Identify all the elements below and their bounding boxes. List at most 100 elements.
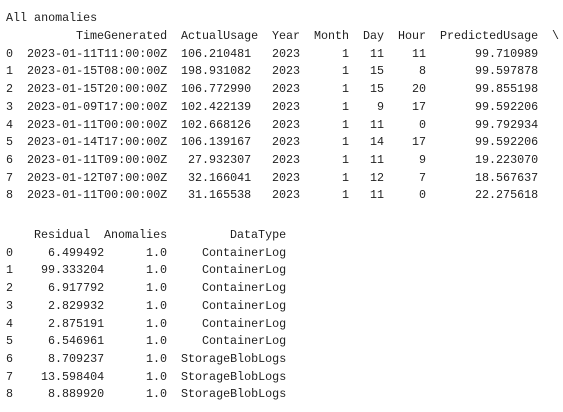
row-index: 0 [6,46,14,61]
cell-value: 15 [370,64,385,79]
cell-value: 1.0 [146,351,168,366]
cell-value: 1.0 [146,369,168,384]
cell-value: 1 [342,117,350,132]
cell-value: 1.0 [146,387,168,402]
cell-value: 2023 [272,117,301,132]
cell-value: 1.0 [146,334,168,349]
column-header: Anomalies [104,228,168,242]
cell-value: 106.210481 [181,46,252,61]
cell-value: 13.598404 [41,369,105,384]
cell-value: 2023 [272,99,301,114]
cell-value: 2023-01-11T09:00:00Z [27,152,168,167]
cell-value: 8 [419,64,427,79]
cell-value: 11 [370,117,385,132]
cell-value: StorageBlobLogs [181,351,287,366]
row-index: 2 [6,82,14,97]
cell-value: 18.567637 [475,170,539,185]
cell-value: 6.546961 [48,334,105,349]
row-index: 8 [6,188,14,203]
cell-value: 2.829932 [48,298,105,313]
row-index: 5 [6,334,14,349]
cell-value: 2023-01-09T17:00:00Z [27,99,168,114]
cell-value: 1.0 [146,298,168,313]
continuation-mark: \ [552,29,560,43]
cell-value: 1 [342,64,350,79]
cell-value: 17 [412,99,427,114]
cell-value: 8.889920 [48,387,105,402]
cell-value: 99.792934 [475,117,539,132]
cell-value: 8.709237 [48,351,105,366]
cell-value: 1 [342,46,350,61]
cell-value: 1.0 [146,245,168,260]
column-header: ActualUsage [181,29,259,43]
cell-value: 1 [342,170,350,185]
cell-value: 2023-01-11T00:00:00Z [27,188,168,203]
cell-value: 15 [370,82,385,97]
cell-value: 1 [342,82,350,97]
cell-value: 99.710989 [475,46,539,61]
column-header: Month [314,29,350,43]
cell-value: 12 [370,170,385,185]
cell-value: 6.499492 [48,245,105,260]
cell-value: 2023 [272,82,301,97]
cell-value: ContainerLog [202,334,287,349]
row-index: 7 [6,170,14,185]
cell-value: 1.0 [146,281,168,296]
column-header: Hour [398,29,427,43]
cell-value: 2023-01-14T17:00:00Z [27,135,168,150]
cell-value: 20 [412,82,427,97]
cell-value: 1 [342,135,350,150]
cell-value: 19.223070 [475,152,539,167]
cell-value: 11 [370,152,385,167]
output-title: All anomalies [6,11,98,25]
cell-value: 99.855198 [475,82,539,97]
cell-value: 6.917792 [48,281,105,296]
cell-value: ContainerLog [202,245,287,260]
cell-value: 2023-01-12T07:00:00Z [27,170,168,185]
row-index: 7 [6,369,14,384]
row-index: 5 [6,135,14,150]
cell-value: 2023 [272,64,301,79]
column-header: DataType [230,228,287,242]
cell-value: 0 [419,117,427,132]
cell-value: 7 [419,170,427,185]
cell-value: 99.592206 [475,99,539,114]
column-header: TimeGenerated [76,29,168,43]
cell-value: 1 [342,152,350,167]
cell-value: 31.165538 [188,188,252,203]
cell-value: 1 [342,99,350,114]
cell-value: 2023 [272,152,301,167]
cell-value: 11 [370,188,385,203]
cell-value: 9 [419,152,427,167]
cell-value: 99.597878 [475,64,539,79]
cell-value: 106.139167 [181,135,252,150]
cell-value: 2023 [272,135,301,150]
row-index: 6 [6,152,14,167]
cell-value: 2023-01-11T00:00:00Z [27,117,168,132]
cell-value: 2023 [272,188,301,203]
cell-value: 1.0 [146,263,168,278]
cell-value: ContainerLog [202,281,287,296]
row-index: 1 [6,64,14,79]
cell-value: 99.592206 [475,135,539,150]
cell-value: 2023-01-11T11:00:00Z [27,46,168,61]
row-index: 4 [6,117,14,132]
cell-value: 2023 [272,170,301,185]
cell-value: 27.932307 [188,152,252,167]
cell-value: 14 [370,135,385,150]
cell-value: 11 [412,46,427,61]
cell-value: ContainerLog [202,263,287,278]
column-header: Residual [34,228,91,242]
row-index: 4 [6,316,14,331]
cell-value: 2.875191 [48,316,105,331]
row-index: 0 [6,245,14,260]
cell-value: 106.772990 [181,82,252,97]
column-header: PredictedUsage [440,29,539,43]
row-index: 1 [6,263,14,278]
cell-value: 99.333204 [41,263,105,278]
cell-value: 0 [419,188,427,203]
cell-value: 11 [370,46,385,61]
row-index: 2 [6,281,14,296]
row-index: 8 [6,387,14,402]
